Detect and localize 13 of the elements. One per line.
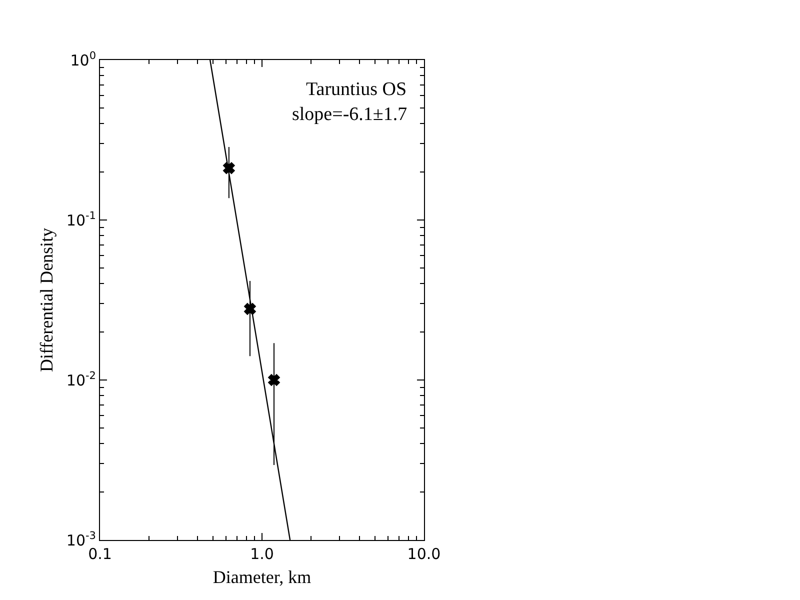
x-tick-label: 0.1 (88, 545, 112, 563)
y-tick-label: 10$^{0}$ (70, 50, 96, 70)
point (268, 374, 280, 386)
y-tick-label: 10$^{-1}$ (66, 210, 96, 230)
x-tick-label: 1.0 (250, 545, 274, 563)
point (223, 162, 235, 174)
y-axis-title: Differential Density (36, 228, 57, 372)
x-axis-title: Diameter, km (212, 567, 312, 588)
x-tick-label: 10.0 (407, 545, 441, 563)
point (244, 303, 256, 315)
annotation: slope=-6.1±1.7 (292, 104, 408, 125)
y-tick-label: 10$^{-2}$ (66, 370, 96, 390)
annotation: Taruntius OS (306, 79, 407, 100)
